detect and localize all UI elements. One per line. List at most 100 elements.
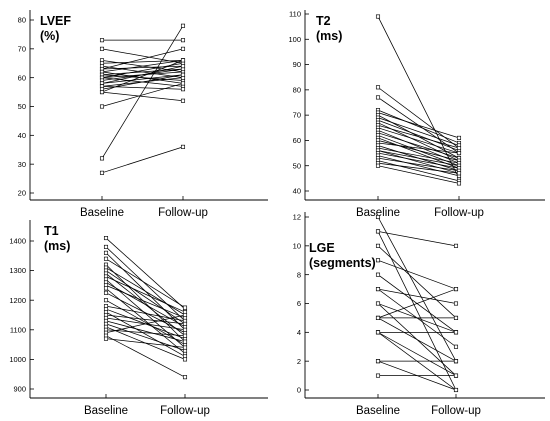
t1-baseline-point bbox=[103, 236, 109, 241]
t1-pair-line bbox=[105, 270, 186, 325]
t1-pair-line bbox=[105, 335, 186, 378]
lvef-pair-line bbox=[101, 68, 184, 76]
lvef-baseline-point bbox=[99, 90, 105, 95]
lvef-pair-line bbox=[101, 74, 184, 81]
t2-pair-line bbox=[377, 162, 460, 174]
lge-y-tick-label: 12 bbox=[293, 213, 301, 222]
lvef-followup-point bbox=[180, 58, 186, 63]
t1-pair-line bbox=[105, 314, 186, 325]
t1-followup-point bbox=[182, 333, 188, 338]
t1-followup-point bbox=[182, 321, 188, 326]
t2-pair-line bbox=[377, 132, 460, 159]
t2-y-tick-label: 90 bbox=[293, 60, 301, 69]
t1-followup-point bbox=[182, 375, 188, 380]
t2-pair-line bbox=[377, 150, 460, 167]
t2-followup-point bbox=[456, 151, 462, 156]
lge-category-label: Baseline bbox=[356, 405, 400, 417]
t2-followup-point bbox=[456, 145, 462, 151]
lge-pair-line bbox=[377, 317, 457, 362]
lvef-category-label: Baseline bbox=[80, 207, 124, 219]
t1-baseline-point bbox=[103, 256, 109, 261]
t2-pair-line bbox=[377, 160, 460, 182]
lge-followup-point bbox=[453, 243, 459, 248]
t1-y-tick-label: 1100 bbox=[10, 325, 26, 334]
t2-baseline-point bbox=[375, 163, 381, 168]
t2-pair-line bbox=[377, 150, 460, 174]
t1-baseline-point bbox=[103, 336, 109, 341]
lge-y-tick-label: 4 bbox=[297, 328, 301, 337]
t1-y-tick-label: 1400 bbox=[9, 237, 26, 246]
lge-pair-line bbox=[377, 231, 457, 391]
t2-pair-line bbox=[377, 140, 460, 162]
lge-baseline-point bbox=[375, 272, 381, 277]
t2-series bbox=[375, 14, 462, 186]
t1-baseline-point bbox=[103, 286, 109, 291]
lvef-pair-line bbox=[101, 83, 184, 107]
t1-series bbox=[103, 236, 188, 380]
t2-y-tick-label: 50 bbox=[293, 161, 301, 170]
lvef-baseline-point bbox=[99, 170, 105, 175]
lge-y-tick-label: 2 bbox=[297, 357, 301, 366]
lvef-category-label: Follow-up bbox=[158, 207, 208, 219]
lvef-pair-line bbox=[101, 60, 184, 93]
t2-baseline-point bbox=[375, 95, 381, 100]
lge-baseline-point bbox=[375, 301, 381, 306]
t2-pair-line bbox=[377, 147, 460, 164]
lvef-panel: 20 30 40 50 60 70 80 Baseline Follow-up LVEF(%) bbox=[18, 10, 268, 219]
t2-baseline-point bbox=[375, 85, 381, 90]
lvef-title-line: LVEF bbox=[40, 14, 71, 28]
t1-pair-line bbox=[105, 292, 186, 334]
t1-y-tick-label: 1300 bbox=[9, 266, 26, 275]
lge-followup-point bbox=[453, 373, 459, 378]
lge-baseline-point bbox=[375, 373, 381, 378]
t1-y-tick-label: 900 bbox=[13, 385, 26, 394]
t2-pair-line bbox=[377, 129, 460, 164]
lvef-y-tick-label: 60 bbox=[18, 73, 26, 82]
t2-y-tick-label: 60 bbox=[293, 136, 301, 145]
t1-pair-line bbox=[105, 246, 186, 322]
t2-pair-line bbox=[377, 142, 460, 154]
t1-category-label: Follow-up bbox=[160, 405, 210, 417]
lvef-pair-line bbox=[101, 65, 184, 84]
lge-pair-line bbox=[377, 245, 457, 319]
t2-pair-line bbox=[377, 152, 460, 169]
t2-pair-line bbox=[377, 112, 460, 139]
lge-title-line: (segments) bbox=[309, 256, 376, 270]
t2-pair-line bbox=[377, 109, 460, 144]
lvef-followup-point bbox=[180, 38, 186, 43]
lge-followup-point bbox=[453, 287, 459, 292]
lge-pair-line bbox=[377, 332, 457, 376]
t1-pair-line bbox=[105, 338, 186, 348]
t1-baseline-point bbox=[103, 250, 109, 255]
t1-followup-point bbox=[182, 339, 188, 344]
t2-pair-line bbox=[377, 87, 460, 149]
t1-pair-line bbox=[105, 258, 186, 308]
t1-followup-point bbox=[182, 327, 188, 332]
lge-baseline-point bbox=[375, 214, 381, 220]
t2-y-tick-label: 100 bbox=[288, 35, 301, 44]
lvef-series bbox=[99, 23, 186, 175]
lge-pair-line bbox=[377, 288, 457, 319]
t1-pair-line bbox=[105, 276, 186, 313]
lvef-pair-line bbox=[101, 146, 184, 174]
lvef-y-tick-label: 40 bbox=[18, 131, 26, 140]
t2-y-tick-label: 70 bbox=[293, 111, 301, 120]
t2-y-tick-label: 40 bbox=[293, 187, 301, 196]
lge-series bbox=[375, 214, 459, 393]
t2-title-line: (ms) bbox=[316, 29, 342, 43]
lvef-followup-point bbox=[180, 98, 186, 103]
lvef-pair-line bbox=[101, 65, 184, 70]
lge-followup-point bbox=[453, 301, 459, 306]
t2-category-label: Follow-up bbox=[434, 207, 484, 219]
t1-baseline-point bbox=[103, 298, 109, 303]
lge-pair-line bbox=[377, 259, 457, 290]
lvef-pair-line bbox=[101, 59, 184, 64]
lvef-y-tick-label: 30 bbox=[18, 160, 26, 169]
t2-category-label: Baseline bbox=[356, 207, 400, 219]
lge-followup-point bbox=[453, 330, 459, 335]
t2-pair-line bbox=[377, 127, 460, 154]
lvef-baseline-point bbox=[99, 104, 105, 109]
t1-baseline-point bbox=[103, 290, 109, 295]
t1-y-tick-label: 1000 bbox=[9, 355, 26, 364]
t1-pair-line bbox=[105, 314, 186, 334]
